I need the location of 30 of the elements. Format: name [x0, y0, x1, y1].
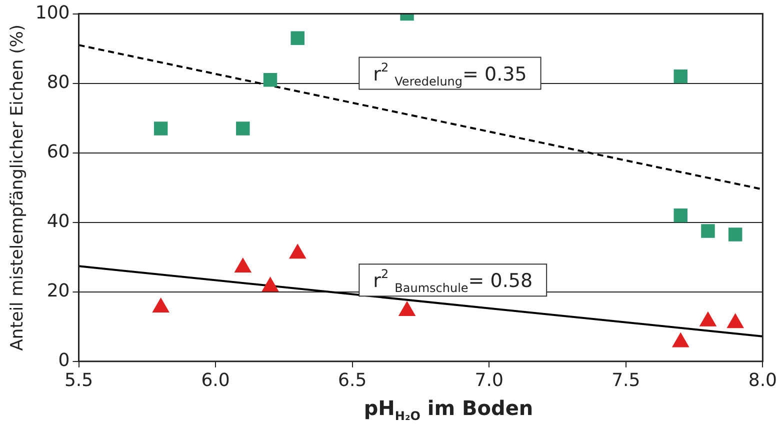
- y-tick-label: 20: [46, 280, 70, 302]
- point: [152, 298, 170, 313]
- point: [728, 228, 742, 242]
- point: [674, 208, 688, 222]
- point: [154, 122, 168, 136]
- y-tick-label: 40: [46, 211, 70, 232]
- point: [672, 332, 689, 348]
- point: [727, 314, 744, 328]
- y-tick-label: 80: [46, 72, 70, 93]
- point: [398, 302, 416, 316]
- y-axis-title: Anteil mistelempfänglicher Eichen (%): [8, 24, 28, 351]
- x-axis-title: pH$_{H₂O}$ im Boden: [362, 396, 534, 423]
- point: [700, 312, 716, 326]
- point: [290, 31, 304, 45]
- x-tick-label: 6.5: [338, 370, 367, 391]
- point: [263, 72, 278, 87]
- point: [262, 277, 279, 292]
- x-tick-label: 5.5: [64, 370, 94, 391]
- point: [701, 224, 715, 238]
- x-tick-label: 6.0: [201, 370, 230, 391]
- x-tick-label: 7.0: [474, 370, 504, 391]
- y-tick-label: 60: [46, 142, 70, 163]
- point: [289, 244, 306, 259]
- point: [674, 70, 688, 84]
- point: [236, 122, 250, 136]
- x-tick-label: 8.0: [748, 370, 778, 391]
- y-tick-label: 0: [58, 350, 70, 372]
- y-tick-label: 100: [35, 2, 70, 24]
- x-tick-label: 7.5: [612, 370, 640, 391]
- point: [234, 258, 252, 273]
